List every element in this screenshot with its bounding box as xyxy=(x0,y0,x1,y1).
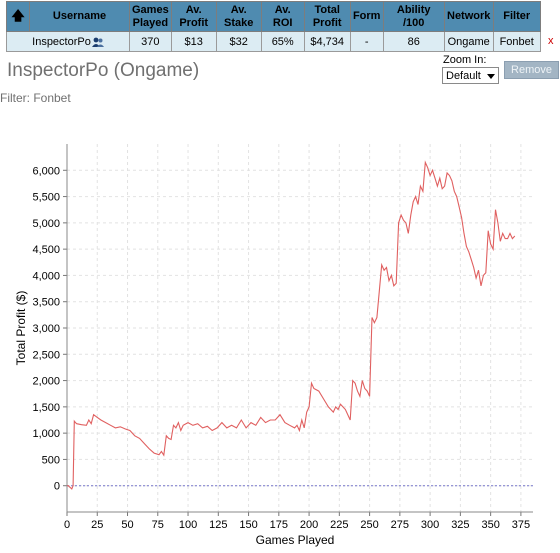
zoom-select[interactable]: Default xyxy=(442,67,499,84)
y-tick-label: 500 xyxy=(42,454,60,466)
x-tick-label: 200 xyxy=(300,519,318,531)
filter-label: Filter: Fonbet xyxy=(0,91,71,105)
x-tick-label: 275 xyxy=(391,519,409,531)
y-tick-label: 1,500 xyxy=(32,402,60,414)
chevron-down-icon[interactable] xyxy=(487,74,495,79)
total-profit-cell: $4,734 xyxy=(303,31,351,52)
x-tick-label: 100 xyxy=(179,519,197,531)
x-tick-label: 150 xyxy=(239,519,257,531)
av-profit-cell: $13 xyxy=(170,31,217,52)
x-tick-label: 0 xyxy=(64,519,70,531)
header-games-played[interactable]: Games Played xyxy=(129,1,172,32)
x-tick-label: 75 xyxy=(152,519,164,531)
y-tick-label: 4,500 xyxy=(32,244,60,256)
y-tick-label: 4,000 xyxy=(32,270,60,282)
profit-chart: 05001,0001,5002,0002,5003,0003,5004,0004… xyxy=(14,144,533,547)
user-icon xyxy=(91,37,104,47)
x-tick-label: 175 xyxy=(270,519,288,531)
av-roi-cell: 65% xyxy=(260,31,305,52)
username-link[interactable]: InspectorPo xyxy=(32,35,91,48)
y-tick-label: 5,500 xyxy=(32,192,60,204)
x-tick-label: 50 xyxy=(121,519,133,531)
stats-table: 🡅 Username Games Played Av. Profit Av. S… xyxy=(6,1,541,52)
x-tick-label: 225 xyxy=(330,519,348,531)
y-tick-label: 3,500 xyxy=(32,297,60,309)
x-axis-title: Games Played xyxy=(256,533,335,547)
x-tick-label: 25 xyxy=(91,519,103,531)
header-total-profit[interactable]: Total Profit xyxy=(303,1,351,32)
filter-cell: Fonbet xyxy=(492,31,541,52)
header-av-profit[interactable]: Av. Profit xyxy=(170,1,217,32)
form-cell: - xyxy=(349,31,384,52)
y-tick-label: 0 xyxy=(54,481,60,493)
remove-row-x-button[interactable]: x xyxy=(548,35,554,47)
username-cell[interactable]: InspectorPo xyxy=(6,31,130,52)
profit-series-line xyxy=(67,160,516,490)
remove-button[interactable]: Remove xyxy=(504,61,559,79)
header-ability[interactable]: Ability /100 xyxy=(382,1,445,32)
x-tick-label: 300 xyxy=(421,519,439,531)
y-axis-title: Total Profit ($) xyxy=(14,291,28,366)
y-tick-label: 5,000 xyxy=(32,218,60,230)
y-tick-label: 1,000 xyxy=(32,428,60,440)
header-username[interactable]: Username xyxy=(29,1,130,32)
page-title: InspectorPo (Ongame) xyxy=(7,60,200,81)
x-tick-label: 125 xyxy=(209,519,227,531)
zoom-label: Zoom In: xyxy=(443,54,487,66)
stats-header-row: 🡅 Username Games Played Av. Profit Av. S… xyxy=(6,1,541,32)
network-cell: Ongame xyxy=(443,31,494,52)
header-av-roi[interactable]: Av. ROI xyxy=(260,1,305,32)
ability-cell: 86 xyxy=(382,31,445,52)
y-tick-label: 2,500 xyxy=(32,349,60,361)
table-row: InspectorPo 370 $13 $32 65% $4,734 - 86 … xyxy=(6,31,541,52)
header-form[interactable]: Form xyxy=(349,1,384,32)
y-tick-label: 6,000 xyxy=(32,165,60,177)
up-arrow-icon[interactable]: 🡅 xyxy=(11,8,25,23)
zoom-select-value: Default xyxy=(446,70,481,82)
header-filter[interactable]: Filter xyxy=(492,1,541,32)
y-tick-label: 3,000 xyxy=(32,323,60,335)
x-tick-label: 250 xyxy=(360,519,378,531)
header-network[interactable]: Network xyxy=(443,1,494,32)
games-played-cell: 370 xyxy=(129,31,172,52)
x-tick-label: 350 xyxy=(481,519,499,531)
y-tick-label: 2,000 xyxy=(32,376,60,388)
sort-column[interactable]: 🡅 xyxy=(6,1,30,32)
x-tick-label: 325 xyxy=(451,519,469,531)
header-av-stake[interactable]: Av. Stake xyxy=(215,1,262,32)
x-tick-label: 375 xyxy=(512,519,530,531)
av-stake-cell: $32 xyxy=(215,31,262,52)
